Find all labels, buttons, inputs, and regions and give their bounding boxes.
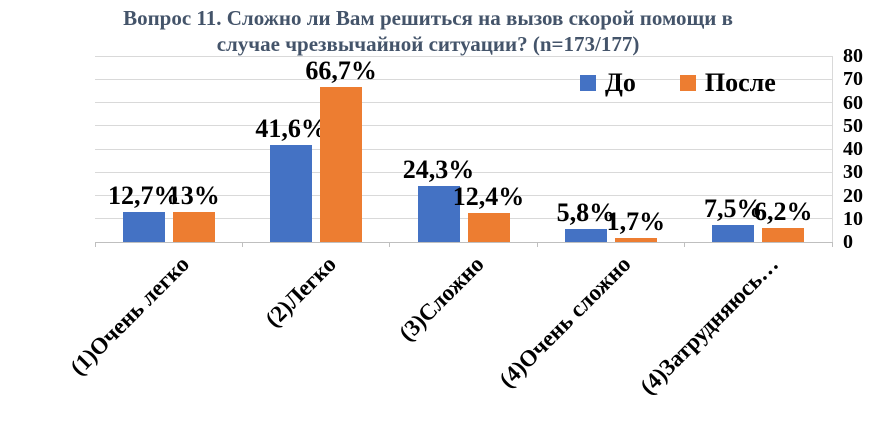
plot-area: 0 10 20 30 40 50 60 70 80 (1)Очень легко 12,7% 13% (…: [65, 46, 863, 399]
chart-title-line2: случае чрезвычайной ситуации? (n=173/177…: [216, 32, 640, 57]
y-axis-tick-label: 40: [843, 138, 863, 160]
data-label-s1-c1: 12,7%: [107, 181, 180, 211]
y-axis-tick-label: 60: [843, 91, 863, 114]
bar-s2-c2: [320, 86, 363, 242]
gridline: [95, 55, 832, 57]
bar-s1-c4: [564, 228, 607, 242]
gridline: [95, 78, 832, 80]
bar-s2-c4: [614, 238, 657, 242]
category-label: (4)Очень сложно: [494, 251, 636, 393]
legend-series-label: До: [605, 68, 636, 97]
data-label-s2-c2: 66,7%: [305, 55, 377, 85]
category-label: (4)Затрудняюсь…: [635, 251, 784, 400]
gridline: [95, 218, 832, 220]
x-axis-line: [95, 241, 832, 243]
category-label: (3)Сложно: [393, 251, 489, 346]
legend-swatch-icon: [580, 75, 596, 91]
axis-tick: [241, 242, 243, 247]
y-axis-tick-label: 50: [843, 114, 863, 137]
y-axis-tick-label: 80: [843, 45, 863, 67]
chart-title: Вопрос 11. Сложно ли Вам решиться на выз…: [0, 5, 856, 58]
data-label-s1-c3: 24,3%: [402, 154, 475, 184]
gridline: [95, 148, 832, 150]
y-axis-tick-label: 20: [843, 184, 863, 207]
data-label-s2-c5: 6,2%: [754, 196, 813, 226]
data-label-s2-c1: 13%: [167, 180, 220, 210]
y-axis-tick-label: 30: [843, 161, 863, 184]
bar-s2-c3: [467, 213, 510, 242]
bar-s2-c1: [172, 211, 215, 242]
bar-s1-c3: [417, 185, 460, 242]
gridline: [95, 195, 832, 196]
bar-s1-c1: [122, 212, 165, 242]
y-axis-line: [832, 56, 833, 242]
data-label-s2-c3: 12,4%: [452, 182, 525, 212]
bar-s1-c5: [712, 224, 755, 242]
y-axis-tick-label: 0: [843, 231, 853, 253]
data-label-s1-c2: 41,6%: [255, 114, 327, 144]
legend-item-1: До: [580, 70, 636, 96]
legend-item-2: После: [679, 68, 776, 97]
category-label: (1)Очень легко: [64, 251, 194, 381]
bar-s2-c5: [762, 227, 805, 242]
legend-series-label: После: [704, 68, 776, 97]
axis-tick: [389, 242, 391, 247]
gridline: [95, 102, 832, 103]
axis-tick: [94, 242, 96, 247]
bar-s1-c2: [270, 145, 313, 242]
legend-swatch-icon: [679, 75, 696, 91]
category-label: (2)Легко: [260, 251, 342, 332]
data-label-s1-c5: 7,5%: [704, 193, 763, 223]
chart-title-line1: Вопрос 11. Сложно ли Вам решиться на выз…: [123, 6, 733, 30]
axis-tick: [684, 242, 686, 247]
data-label-s2-c4: 1,7%: [606, 207, 666, 237]
data-label-s1-c4: 5,8%: [556, 197, 616, 227]
gridline: [95, 171, 832, 173]
axis-tick: [831, 242, 833, 247]
legend: До После: [580, 70, 776, 96]
gridline: [95, 125, 832, 127]
y-axis-tick-label: 10: [843, 207, 863, 230]
y-axis-tick-label: 70: [843, 68, 863, 91]
axis-tick: [536, 242, 538, 247]
